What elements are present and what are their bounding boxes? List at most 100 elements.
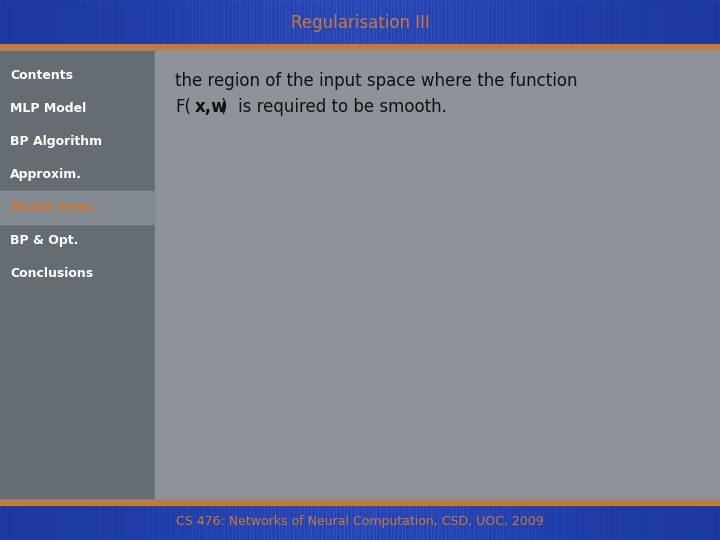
Bar	[445, 0, 449, 46]
Bar	[695, 504, 698, 540]
Bar	[347, 504, 351, 540]
Bar	[235, 504, 239, 540]
Bar	[213, 504, 217, 540]
Bar	[525, 504, 528, 540]
Bar	[495, 504, 499, 540]
Text: Contents: Contents	[10, 69, 73, 82]
Bar	[514, 0, 518, 46]
Bar	[536, 0, 539, 46]
Bar	[0, 51, 155, 498]
Bar	[608, 504, 611, 540]
Bar	[58, 0, 61, 46]
Bar	[43, 0, 47, 46]
Bar	[192, 504, 195, 540]
Bar	[670, 504, 673, 540]
Bar	[546, 504, 550, 540]
Bar	[688, 0, 691, 46]
Bar	[629, 504, 633, 540]
Bar	[232, 0, 235, 46]
Bar	[543, 504, 546, 540]
Bar	[343, 504, 347, 540]
Bar	[416, 0, 420, 46]
Bar	[677, 504, 680, 540]
Bar	[206, 0, 210, 46]
Bar	[456, 0, 459, 46]
Bar	[268, 504, 271, 540]
Bar	[441, 0, 445, 46]
Bar	[670, 0, 673, 46]
Bar	[0, 0, 4, 46]
Bar	[413, 0, 416, 46]
Bar	[366, 0, 369, 46]
Bar	[225, 504, 228, 540]
Bar	[0, 51, 720, 498]
Bar	[36, 0, 40, 46]
Bar	[239, 504, 243, 540]
Bar	[420, 0, 423, 46]
Bar	[459, 504, 463, 540]
Bar	[250, 504, 253, 540]
Bar	[264, 0, 268, 46]
Bar	[405, 0, 409, 46]
Text: Model Selec.: Model Selec.	[10, 201, 99, 214]
Bar	[102, 0, 105, 46]
Bar	[166, 504, 170, 540]
Bar	[510, 0, 514, 46]
Bar	[322, 0, 325, 46]
Bar	[659, 504, 662, 540]
Bar	[507, 504, 510, 540]
Bar	[25, 0, 29, 46]
Bar	[235, 0, 239, 46]
Bar	[568, 0, 572, 46]
Bar	[688, 504, 691, 540]
Bar	[145, 504, 148, 540]
Bar	[50, 504, 54, 540]
Bar	[246, 0, 250, 46]
Bar	[289, 504, 293, 540]
Bar	[325, 0, 329, 46]
Bar	[622, 0, 626, 46]
Bar	[463, 504, 467, 540]
Bar	[261, 0, 264, 46]
Bar	[181, 0, 184, 46]
Bar	[449, 0, 452, 46]
Bar	[579, 504, 582, 540]
Bar	[358, 0, 361, 46]
Bar	[109, 0, 112, 46]
Bar	[18, 0, 22, 46]
Bar	[340, 0, 343, 46]
Bar	[706, 504, 709, 540]
Bar	[22, 0, 25, 46]
Bar	[156, 504, 159, 540]
Bar	[91, 0, 94, 46]
Bar	[65, 0, 68, 46]
Bar	[58, 504, 61, 540]
Bar	[474, 0, 477, 46]
Bar	[195, 504, 199, 540]
Bar	[271, 504, 275, 540]
Bar	[636, 504, 640, 540]
Bar	[210, 0, 213, 46]
Bar	[369, 0, 373, 46]
Bar	[568, 504, 572, 540]
Bar	[354, 0, 358, 46]
Bar	[217, 0, 221, 46]
Bar	[127, 0, 130, 46]
Bar	[141, 504, 145, 540]
Bar	[61, 504, 65, 540]
Bar	[253, 504, 257, 540]
Bar	[275, 0, 279, 46]
Bar	[644, 504, 647, 540]
Bar	[159, 504, 163, 540]
Bar	[380, 504, 384, 540]
Bar	[636, 0, 640, 46]
Bar	[470, 504, 474, 540]
Bar	[698, 0, 702, 46]
Bar	[604, 504, 608, 540]
Bar	[557, 504, 561, 540]
Bar	[626, 504, 629, 540]
Bar	[318, 0, 322, 46]
Bar	[391, 504, 395, 540]
Bar	[698, 504, 702, 540]
Bar	[184, 504, 188, 540]
